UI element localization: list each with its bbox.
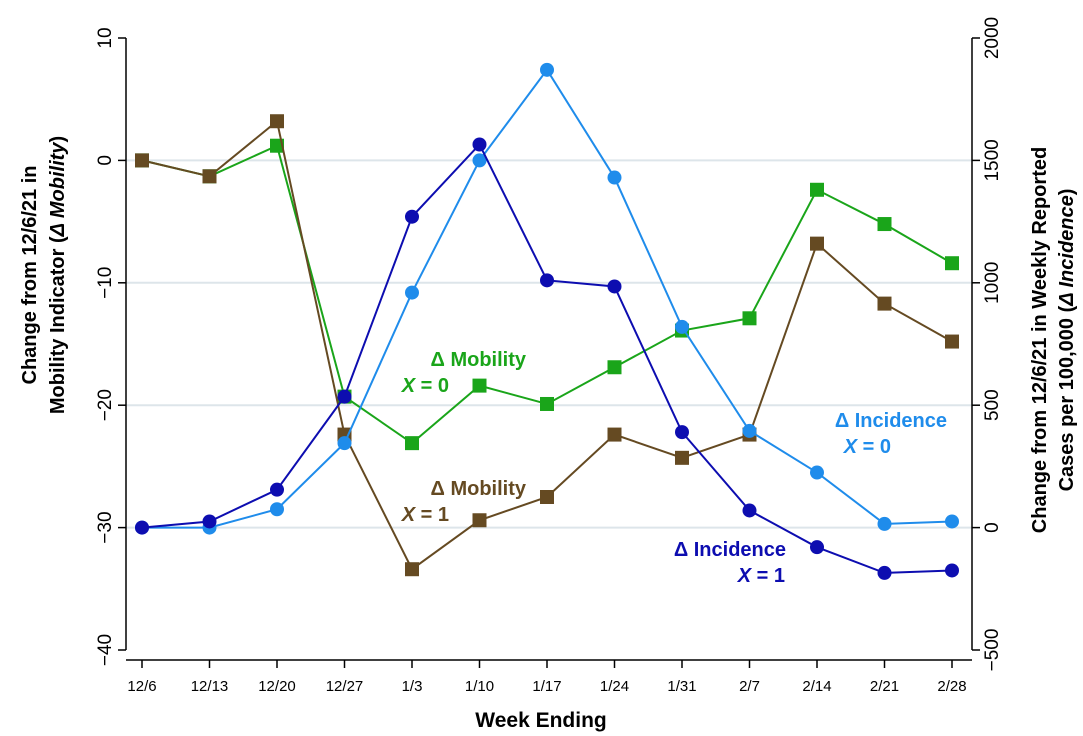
left-tick-label: 0: [95, 155, 116, 166]
data-point: [810, 540, 824, 555]
data-point: [135, 520, 149, 535]
data-point: [607, 279, 622, 294]
data-point: [270, 482, 284, 497]
x-tick-label: 1/24: [600, 678, 629, 695]
data-point: [877, 565, 892, 580]
data-point: [742, 311, 757, 326]
left-y-axis-label-line2: Mobility Indicator (Δ Mobility): [47, 136, 69, 414]
right-y-ticks: −500 0 500 1000 1500 2000: [972, 17, 1003, 672]
data-point: [945, 563, 959, 578]
x-tick-label: 1/3: [402, 678, 423, 695]
data-point: [472, 153, 487, 168]
left-tick-label: −40: [95, 634, 116, 666]
data-point: [607, 360, 622, 375]
annotation-incidence-x1: Δ Incidence X = 1: [674, 539, 786, 587]
annotation-mobility-x0-line2: X = 0: [401, 375, 449, 397]
data-point: [405, 562, 419, 577]
right-tick-label: 1000: [982, 262, 1003, 304]
gridlines: [126, 159, 972, 529]
left-tick-label: −10: [95, 267, 116, 299]
left-tick-label: −30: [95, 511, 116, 543]
right-tick-label: −500: [982, 629, 1003, 672]
left-tick-label: −20: [95, 389, 116, 421]
right-y-axis-label-line1: Change from 12/6/21 in Weekly Reported: [1029, 147, 1051, 533]
data-point: [945, 514, 959, 529]
data-point: [135, 153, 149, 168]
right-tick-label: 1500: [982, 139, 1003, 181]
data-point: [877, 217, 892, 232]
x-tick-label: 2/14: [802, 678, 831, 695]
data-point: [675, 319, 689, 334]
right-y-axis-label-line2: Cases per 100,000 (Δ Incidence): [1056, 189, 1078, 492]
series-3: [135, 137, 959, 580]
annotation-incidence-x0-line2: X = 0: [843, 436, 891, 458]
x-axis-label: Week Ending: [475, 709, 606, 732]
series-2: [135, 62, 959, 535]
annotation-incidence-x1-line1: Δ Incidence: [674, 539, 786, 561]
left-y-ticks: −40 −30 −20 −10 0 10: [95, 27, 126, 666]
data-point: [675, 425, 689, 440]
data-point: [742, 423, 757, 438]
right-tick-label: 500: [982, 389, 1003, 421]
x-tick-label: 12/27: [326, 678, 364, 695]
data-point: [270, 502, 284, 517]
right-tick-label: 0: [982, 522, 1003, 533]
annotation-mobility-x0-line1: Δ Mobility: [431, 349, 527, 371]
data-point: [877, 296, 892, 311]
x-tick-label: 12/13: [191, 678, 229, 695]
data-point: [607, 170, 622, 185]
annotation-mobility-x1-line2: X = 1: [401, 504, 449, 526]
data-point: [270, 114, 284, 129]
data-point: [877, 516, 892, 531]
series-1: [135, 114, 959, 577]
data-point: [945, 256, 959, 271]
x-tick-label: 12/6: [127, 678, 156, 695]
data-point: [472, 137, 487, 152]
data-point: [202, 514, 217, 529]
annotation-incidence-x1-line2: X = 1: [737, 565, 785, 587]
series-line: [141, 142, 953, 574]
annotation-mobility-x0: Δ Mobility X = 0: [401, 349, 527, 397]
data-point: [810, 182, 824, 197]
data-point: [337, 389, 352, 404]
x-tick-label: 2/21: [870, 678, 899, 695]
data-point: [337, 436, 352, 451]
x-tick-label: 2/7: [739, 678, 760, 695]
series-0: [135, 138, 959, 451]
data-point: [540, 62, 554, 77]
data-point: [742, 503, 757, 518]
data-point: [540, 490, 554, 504]
left-y-axis-label-line1: Change from 12/6/21 in: [19, 166, 41, 385]
annotation-mobility-x1: Δ Mobility X = 1: [401, 478, 527, 526]
x-tick-label: 1/17: [532, 678, 561, 695]
data-point: [540, 273, 554, 288]
data-point: [810, 465, 824, 480]
data-point: [405, 436, 419, 451]
annotation-incidence-x0: Δ Incidence X = 0: [835, 410, 947, 458]
data-point: [202, 169, 217, 184]
x-tick-label: 2/28: [937, 678, 966, 695]
x-tick-label: 1/31: [667, 678, 696, 695]
data-point: [540, 396, 554, 411]
series-line: [142, 68, 953, 529]
data-point: [405, 209, 419, 224]
annotation-incidence-x0-line1: Δ Incidence: [835, 410, 947, 432]
x-tick-label: 1/10: [465, 678, 494, 695]
data-point: [810, 236, 824, 251]
series-lines: [135, 62, 959, 580]
left-tick-label: 10: [95, 27, 116, 48]
right-tick-label: 2000: [982, 17, 1003, 59]
data-point: [675, 450, 689, 465]
data-point: [472, 378, 487, 393]
annotation-mobility-x1-line1: Δ Mobility: [431, 478, 527, 500]
data-point: [945, 334, 959, 349]
data-point: [405, 285, 419, 300]
x-ticks: 12/6 12/13 12/20 12/27 1/3 1/10 1/17 1/24 1/31 2/…: [127, 660, 967, 695]
data-point: [607, 427, 622, 442]
data-point: [472, 513, 487, 528]
x-tick-label: 12/20: [258, 678, 296, 695]
